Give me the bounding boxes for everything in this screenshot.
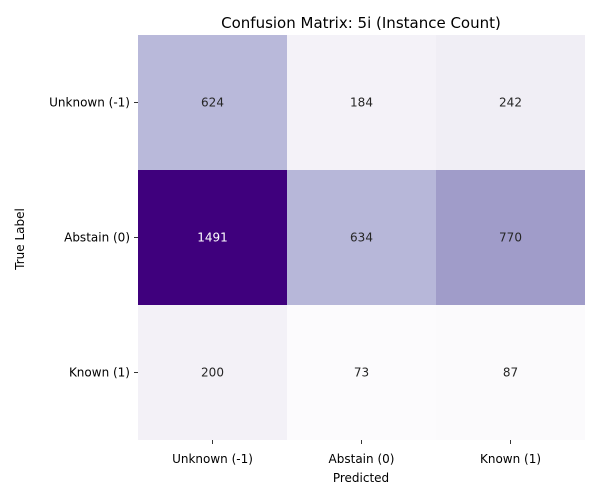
heatmap-cell [287, 35, 436, 170]
x-axis-label: Predicted [333, 471, 389, 485]
cell-value-label: 624 [201, 96, 224, 110]
heatmap-cell [287, 170, 436, 305]
heatmap-cell [436, 305, 585, 440]
cell-value-label: 770 [499, 231, 522, 245]
heatmap-cell [138, 305, 287, 440]
heatmap-cell [138, 35, 287, 170]
cell-value-label: 184 [350, 96, 373, 110]
y-tick-label: Unknown (-1) [49, 96, 130, 110]
y-tick-label: Abstain (0) [64, 231, 130, 245]
cell-value-label: 200 [201, 366, 224, 380]
chart-title: Confusion Matrix: 5i (Instance Count) [221, 14, 501, 32]
cell-value-label: 87 [503, 366, 518, 380]
y-tick-label: Known (1) [69, 366, 130, 380]
x-tick-label: Abstain (0) [329, 452, 395, 466]
x-axis-ticks: Unknown (-1) Abstain (0) Known (1) [172, 440, 541, 466]
heatmap-cell [436, 35, 585, 170]
cell-value-label: 242 [499, 96, 522, 110]
cell-value-label: 73 [354, 366, 369, 380]
cell-value-label: 634 [350, 231, 373, 245]
y-axis-ticks: Unknown (-1) Abstain (0) Known (1) [49, 96, 138, 380]
x-tick-label: Unknown (-1) [172, 452, 253, 466]
heatmap-cells: 624 184 242 1491 634 770 200 73 87 [138, 35, 585, 440]
heatmap-cell [287, 305, 436, 440]
heatmap-cell [138, 170, 287, 305]
heatmap-cell [436, 170, 585, 305]
cell-value-label: 1491 [197, 231, 228, 245]
y-axis-label: True Label [13, 208, 27, 271]
x-tick-label: Known (1) [480, 452, 541, 466]
